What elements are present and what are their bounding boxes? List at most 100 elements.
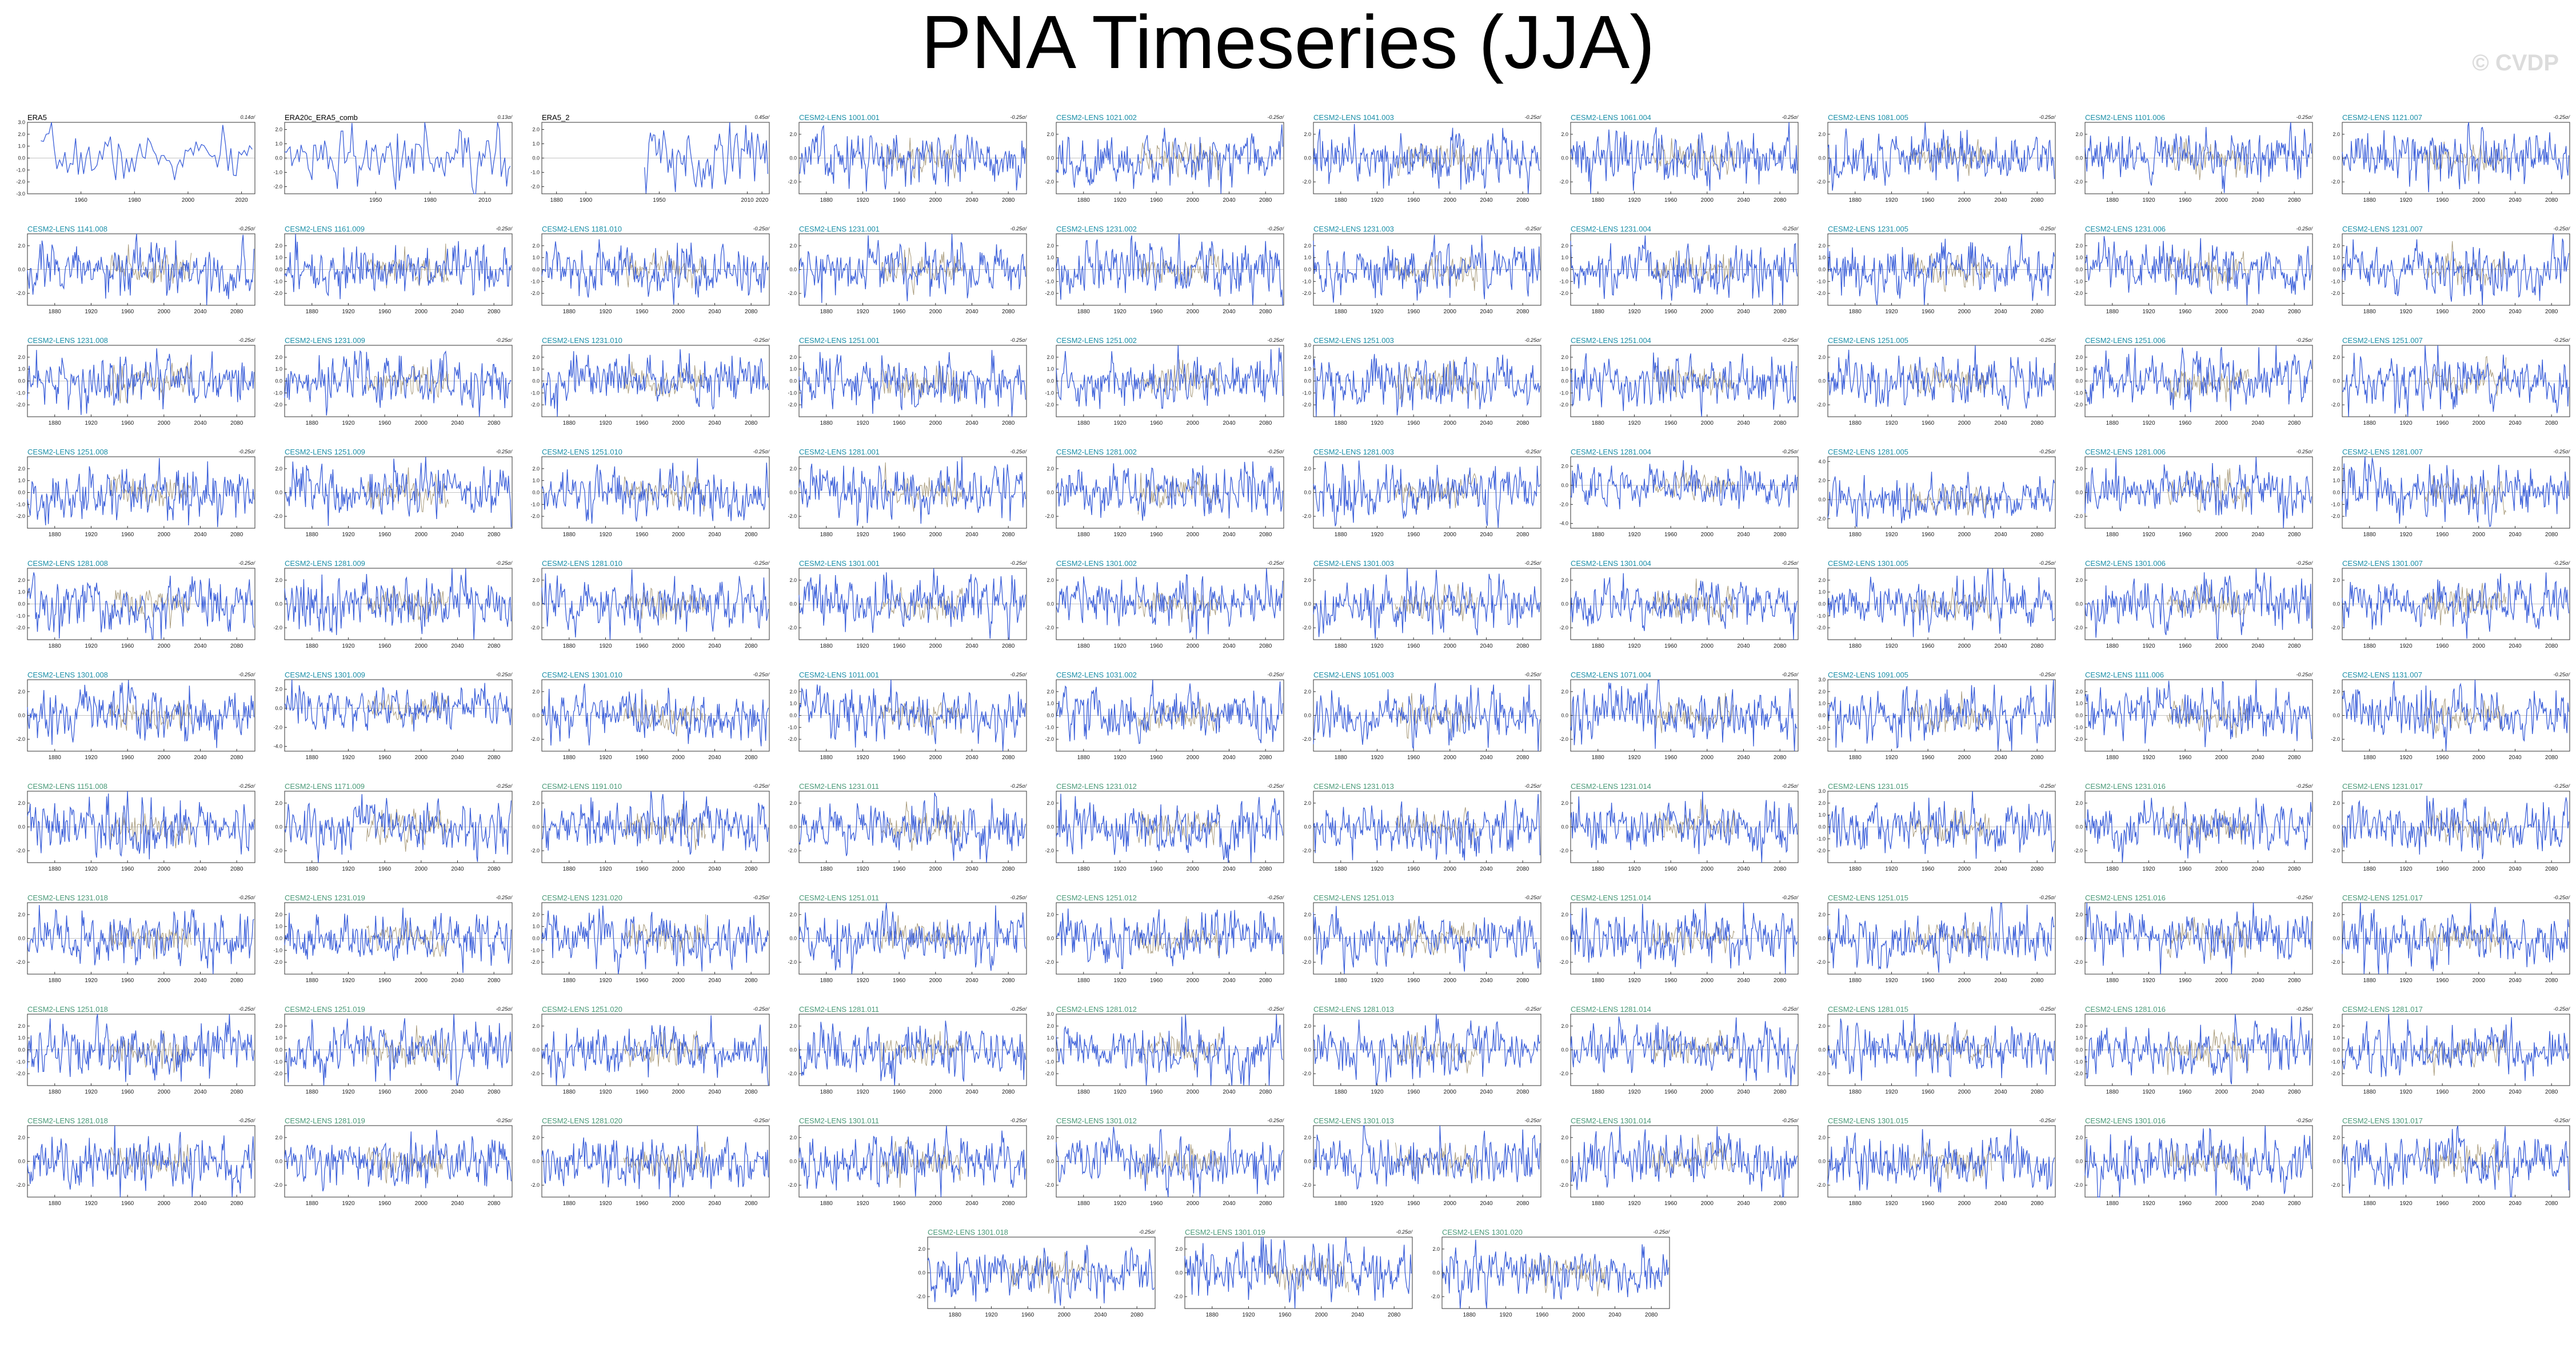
panel-trend: -0.25σ/	[1267, 560, 1284, 566]
y-tick-label: -2.0	[1816, 290, 1826, 296]
panel-title: CESM2-LENS 1041.003	[1313, 113, 1394, 122]
x-tick-label: 2000	[1444, 420, 1457, 426]
panel-trend: -0.25σ/	[753, 560, 769, 566]
chart-panel: CESM2-LENS 1251.012 -0.25σ/2.0 0.0 -2.0 1880…	[1045, 894, 1284, 991]
panel-trend: -0.25σ/	[1524, 114, 1541, 120]
x-tick-label: 1920	[1628, 309, 1641, 315]
x-tick-label: 1880	[2106, 197, 2119, 204]
y-tick-label: 0.0	[275, 378, 282, 384]
x-tick-label: 2040	[451, 755, 464, 761]
series-line	[1056, 568, 1284, 640]
x-tick-label: 1960	[1150, 1201, 1163, 1207]
y-tick-label: 0.0	[18, 490, 25, 496]
series-line	[2342, 1014, 2570, 1082]
x-tick-label: 2000	[1701, 866, 1714, 872]
x-tick-label: 2040	[965, 532, 979, 538]
x-tick-label: 1880	[563, 755, 576, 761]
y-tick-label: 0.0	[18, 601, 25, 607]
panel-title: CESM2-LENS 1181.010	[542, 225, 622, 233]
x-tick-label: 2000	[182, 197, 195, 204]
y-tick-label: 2.0	[1561, 577, 1568, 583]
y-tick-label: 2.0	[275, 687, 282, 692]
x-tick-label: 2000	[415, 755, 428, 761]
x-tick-label: 1880	[563, 532, 576, 538]
y-tick-label: 0.0	[18, 155, 25, 161]
panel-title: CESM2-LENS 1231.008	[27, 336, 108, 345]
x-tick-label: 2080	[230, 755, 243, 761]
x-tick-label: 1960	[378, 532, 392, 538]
x-tick-label: 1920	[1371, 420, 1384, 426]
panel-trend: -0.25σ/	[1010, 895, 1027, 900]
y-tick-label: -2.0	[1559, 501, 1568, 507]
y-tick-label: -2.0	[1559, 959, 1568, 965]
y-tick-label: -2.0	[1559, 290, 1568, 296]
y-tick-label: 2.0	[789, 243, 797, 249]
x-tick-label: 1920	[856, 1201, 869, 1207]
y-tick-label: -2.0	[1559, 625, 1568, 631]
series-line	[541, 239, 769, 305]
y-tick-label: -1.0	[1559, 278, 1568, 284]
reference-series-line	[366, 808, 449, 852]
y-tick-label: 2.0	[18, 1023, 25, 1029]
x-tick-label: 2040	[1480, 532, 1493, 538]
x-tick-label: 2000	[1572, 1312, 1585, 1318]
y-tick-label: 2.0	[789, 577, 797, 583]
y-tick-label: 2.0	[1818, 912, 1826, 918]
y-tick-label: 2.0	[2075, 800, 2083, 806]
x-tick-label: 1880	[1849, 420, 1862, 426]
x-tick-label: 2040	[1737, 643, 1750, 649]
panel-trend: 0.45σ/	[754, 114, 769, 120]
series-line	[1056, 1014, 1283, 1086]
panel-title: CESM2-LENS 1251.020	[542, 1005, 622, 1014]
y-tick-label: 0.0	[1818, 155, 1826, 161]
x-tick-label: 1960	[2179, 309, 2192, 315]
series-line	[1313, 906, 1541, 974]
series-line	[284, 679, 512, 732]
x-tick-label: 1880	[1335, 420, 1348, 426]
y-tick-label: 2.0	[1304, 243, 1311, 249]
x-tick-label: 2040	[1737, 978, 1750, 984]
x-tick-label: 1920	[2142, 978, 2155, 984]
y-tick-label: 2.0	[18, 1135, 25, 1140]
x-tick-label: 1920	[1628, 643, 1641, 649]
x-tick-label: 2040	[1737, 420, 1750, 426]
x-tick-label: 1880	[306, 978, 319, 984]
x-tick-label: 1920	[1371, 866, 1384, 872]
x-tick-label: 2000	[1187, 197, 1200, 204]
y-tick-label: 0.0	[1304, 155, 1311, 161]
y-tick-label: 0.0	[275, 1159, 282, 1164]
x-tick-label: 1920	[1885, 643, 1898, 649]
y-tick-label: 1.0	[1304, 366, 1311, 372]
y-tick-label: 1.0	[18, 589, 25, 595]
chart-panel: CESM2-LENS 1251.001 -0.25σ/2.0 1.0 0.0 -1.0-…	[788, 336, 1027, 434]
chart-panel: CESM2-LENS 1231.016 -0.25σ/2.0 0.0 -2.0 1880…	[2074, 782, 2313, 880]
panel-trend: -0.25σ/	[238, 895, 255, 900]
chart-panel: CESM2-LENS 1231.019 -0.25σ/2.0 1.0 0.0 -1.0-…	[273, 894, 513, 991]
y-tick-label: 2.0	[789, 1135, 797, 1140]
panel-trend: -0.25σ/	[496, 560, 512, 566]
chart-panel: CESM2-LENS 1281.005 -0.25σ/4.0 2.0 0.0 -2.0 1…	[1816, 448, 2056, 545]
x-tick-label: 2000	[1958, 1201, 1971, 1207]
x-tick-label: 2040	[965, 643, 979, 649]
chart-panel: CESM2-LENS 1301.006 -0.25σ/2.0 0.0 -2.0 1880…	[2074, 559, 2313, 657]
y-tick-label: 1.0	[275, 141, 282, 147]
plot-frame	[1570, 456, 1799, 529]
series-line	[2084, 236, 2313, 306]
chart-panel: CESM2-LENS 1281.017 -0.25σ/2.0 1.0 0.0 -1.0-…	[2331, 1005, 2570, 1103]
y-tick-label: 2.0	[18, 800, 25, 806]
y-tick-label: 2.0	[1304, 354, 1311, 360]
x-tick-label: 2080	[2031, 643, 2044, 649]
x-tick-label: 1880	[1335, 755, 1348, 761]
x-tick-label: 2000	[1187, 1201, 1200, 1207]
panel-trend: -0.25σ/	[2296, 1006, 2313, 1012]
x-tick-label: 2040	[2251, 755, 2265, 761]
y-tick-label: 0.0	[789, 155, 797, 161]
